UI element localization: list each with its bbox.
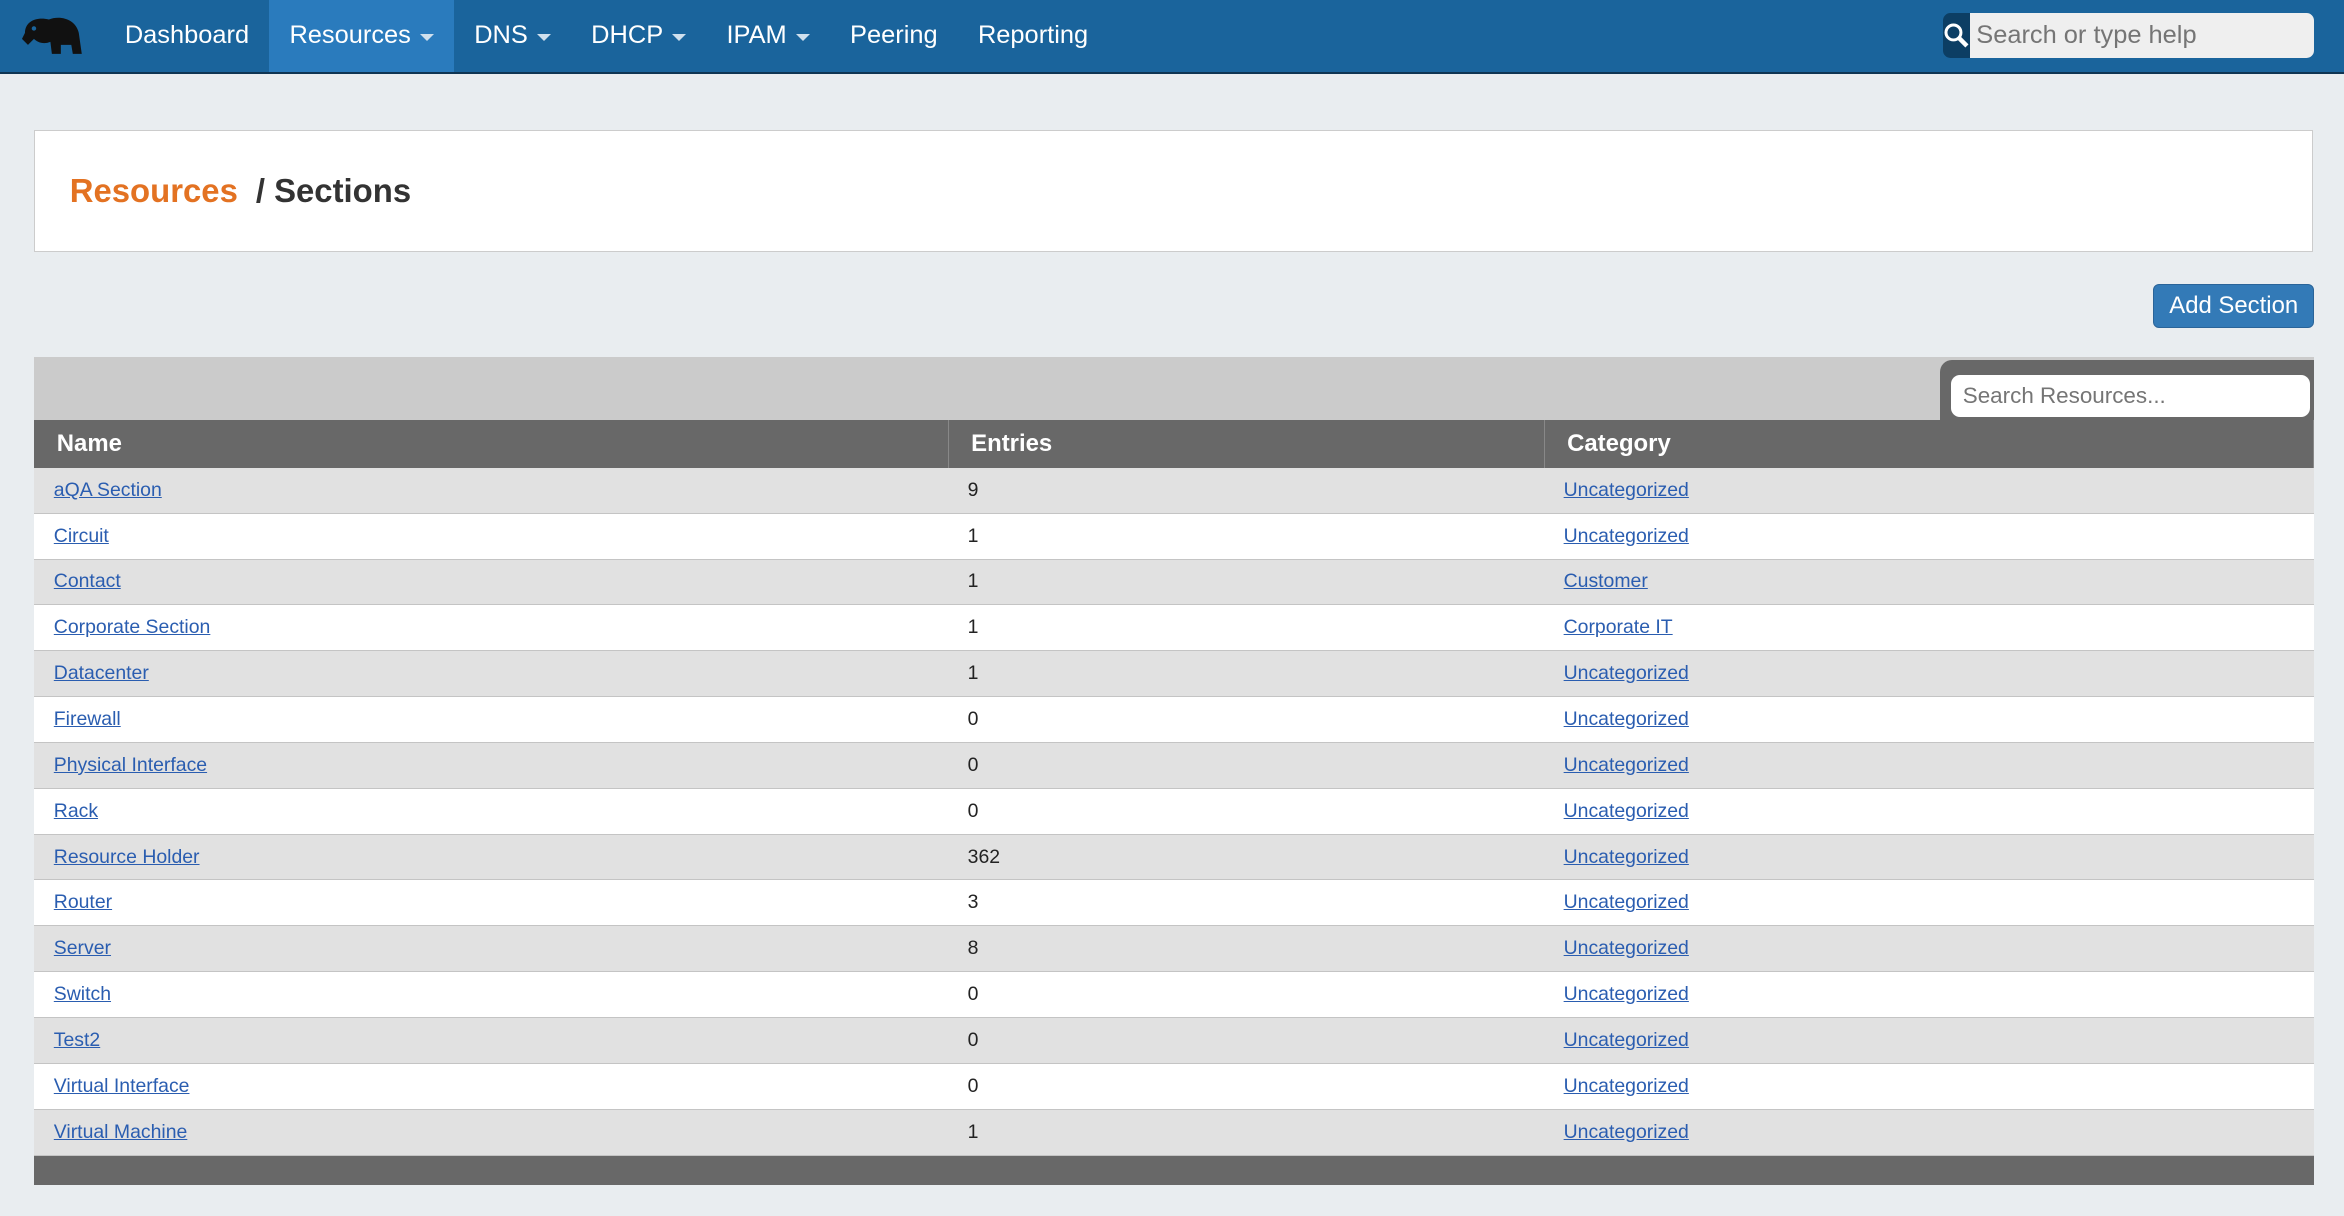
table-row: Firewall 0 Uncategorized xyxy=(34,696,2314,743)
entries-count: 1 xyxy=(948,559,1545,606)
breadcrumb: Resources / Sections xyxy=(34,130,2314,252)
column-header-name[interactable]: Name xyxy=(34,420,949,468)
nav-item-label: Resources xyxy=(289,21,411,50)
nav-item-resources[interactable]: Resources xyxy=(269,0,455,72)
category-link[interactable]: Uncategorized xyxy=(1563,891,1689,914)
caret-down-icon xyxy=(419,33,434,41)
category-link[interactable]: Uncategorized xyxy=(1563,1120,1689,1143)
category-link[interactable]: Uncategorized xyxy=(1563,478,1689,501)
caret-down-icon xyxy=(672,33,687,41)
table-row: Router 3 Uncategorized xyxy=(34,879,2314,927)
breadcrumb-resources-link[interactable]: Resources xyxy=(69,171,238,209)
category-link[interactable]: Uncategorized xyxy=(1563,708,1689,731)
category-link[interactable]: Uncategorized xyxy=(1563,524,1689,547)
section-name-link[interactable]: Switch xyxy=(53,983,112,1006)
section-name-link[interactable]: Corporate Section xyxy=(53,616,211,639)
category-link[interactable]: Uncategorized xyxy=(1563,662,1689,685)
entries-count: 8 xyxy=(948,925,1545,973)
nav-item-reporting[interactable]: Reporting xyxy=(958,0,1109,72)
table-row: aQA Section 9 Uncategorized xyxy=(34,467,2314,514)
category-link[interactable]: Uncategorized xyxy=(1563,753,1689,776)
nav-item-label: Reporting xyxy=(977,21,1089,50)
table-row: Circuit 1 Uncategorized xyxy=(34,513,2314,560)
category-link[interactable]: Uncategorized xyxy=(1563,1028,1689,1051)
table-row: Physical Interface 0 Uncategorized xyxy=(34,742,2314,789)
page-title: / Sections xyxy=(255,171,412,209)
section-name-link[interactable]: Router xyxy=(53,891,113,914)
entries-count: 0 xyxy=(948,1017,1545,1064)
nav-item-label: IPAM xyxy=(726,21,787,50)
entries-count: 0 xyxy=(948,1063,1545,1110)
top-nav: Dashboard Resources DNS DHCP IPAM Peering Repo… xyxy=(0,0,2344,74)
table-footer xyxy=(34,1155,2315,1186)
section-name-link[interactable]: Physical Interface xyxy=(53,753,208,776)
table-row: Virtual Interface 0 Uncategorized xyxy=(34,1063,2314,1110)
nav-item-dhcp[interactable]: DHCP xyxy=(571,0,706,72)
global-search[interactable] xyxy=(1943,13,2315,59)
entries-count: 1 xyxy=(948,1109,1545,1156)
entries-count: 0 xyxy=(948,696,1545,743)
table-row: Server 8 Uncategorized xyxy=(34,925,2314,973)
section-name-link[interactable]: aQA Section xyxy=(53,478,162,501)
sections-table: Name Entries Category aQA Section 9 Uncate… xyxy=(34,357,2315,1186)
category-link[interactable]: Uncategorized xyxy=(1563,845,1689,868)
nav-item-label: DHCP xyxy=(591,21,664,50)
table-row: Test2 0 Uncategorized xyxy=(34,1017,2314,1064)
entries-count: 0 xyxy=(948,971,1545,1018)
entries-count: 1 xyxy=(948,604,1545,652)
section-name-link[interactable]: Circuit xyxy=(53,524,109,547)
entries-count: 362 xyxy=(948,834,1545,881)
section-name-link[interactable]: Server xyxy=(53,937,112,960)
table-row: Corporate Section 1 Corporate IT xyxy=(34,604,2314,652)
nav-item-dns[interactable]: DNS xyxy=(454,0,571,72)
section-name-link[interactable]: Firewall xyxy=(53,708,121,731)
nav-item-ipam[interactable]: IPAM xyxy=(706,0,830,72)
table-row: Switch 0 Uncategorized xyxy=(34,971,2314,1018)
add-section-button[interactable]: Add Section xyxy=(2153,284,2315,328)
entries-count: 0 xyxy=(948,742,1545,789)
category-link[interactable]: Corporate IT xyxy=(1563,616,1673,639)
table-toolbar xyxy=(34,357,2315,421)
section-name-link[interactable]: Datacenter xyxy=(53,662,149,685)
search-resources-input[interactable] xyxy=(1950,375,2310,418)
nav-item-label: Dashboard xyxy=(124,21,250,50)
section-name-link[interactable]: Test2 xyxy=(53,1028,101,1051)
nav-item-peering[interactable]: Peering xyxy=(830,0,958,72)
section-name-link[interactable]: Virtual Machine xyxy=(53,1120,188,1143)
section-name-link[interactable]: Contact xyxy=(53,570,121,593)
category-link[interactable]: Uncategorized xyxy=(1563,983,1689,1006)
nav-item-label: DNS xyxy=(474,21,528,50)
table-row: Datacenter 1 Uncategorized xyxy=(34,650,2314,698)
category-link[interactable]: Uncategorized xyxy=(1563,937,1689,960)
logo-icon[interactable] xyxy=(0,0,105,72)
column-header-entries[interactable]: Entries xyxy=(948,420,1545,468)
table-row: Rack 0 Uncategorized xyxy=(34,788,2314,835)
entries-count: 9 xyxy=(948,467,1545,514)
table-row: Resource Holder 362 Uncategorized xyxy=(34,834,2314,881)
entries-count: 3 xyxy=(948,879,1545,927)
column-header-category[interactable]: Category xyxy=(1544,420,2315,468)
caret-down-icon xyxy=(795,33,810,41)
section-name-link[interactable]: Resource Holder xyxy=(53,845,200,868)
nav-item-label: Peering xyxy=(850,21,938,50)
category-link[interactable]: Uncategorized xyxy=(1563,799,1689,822)
nav-item-dashboard[interactable]: Dashboard xyxy=(105,0,270,72)
caret-down-icon xyxy=(536,33,551,41)
category-link[interactable]: Uncategorized xyxy=(1563,1074,1689,1097)
global-search-input[interactable] xyxy=(1970,13,2315,59)
table-row: Contact 1 Customer xyxy=(34,559,2314,606)
entries-count: 0 xyxy=(948,788,1545,835)
entries-count: 1 xyxy=(948,513,1545,560)
entries-count: 1 xyxy=(948,650,1545,698)
category-link[interactable]: Customer xyxy=(1563,570,1648,593)
section-name-link[interactable]: Rack xyxy=(53,799,99,822)
section-name-link[interactable]: Virtual Interface xyxy=(53,1074,190,1097)
search-icon[interactable] xyxy=(1943,13,1971,59)
table-row: Virtual Machine 1 Uncategorized xyxy=(34,1109,2314,1156)
